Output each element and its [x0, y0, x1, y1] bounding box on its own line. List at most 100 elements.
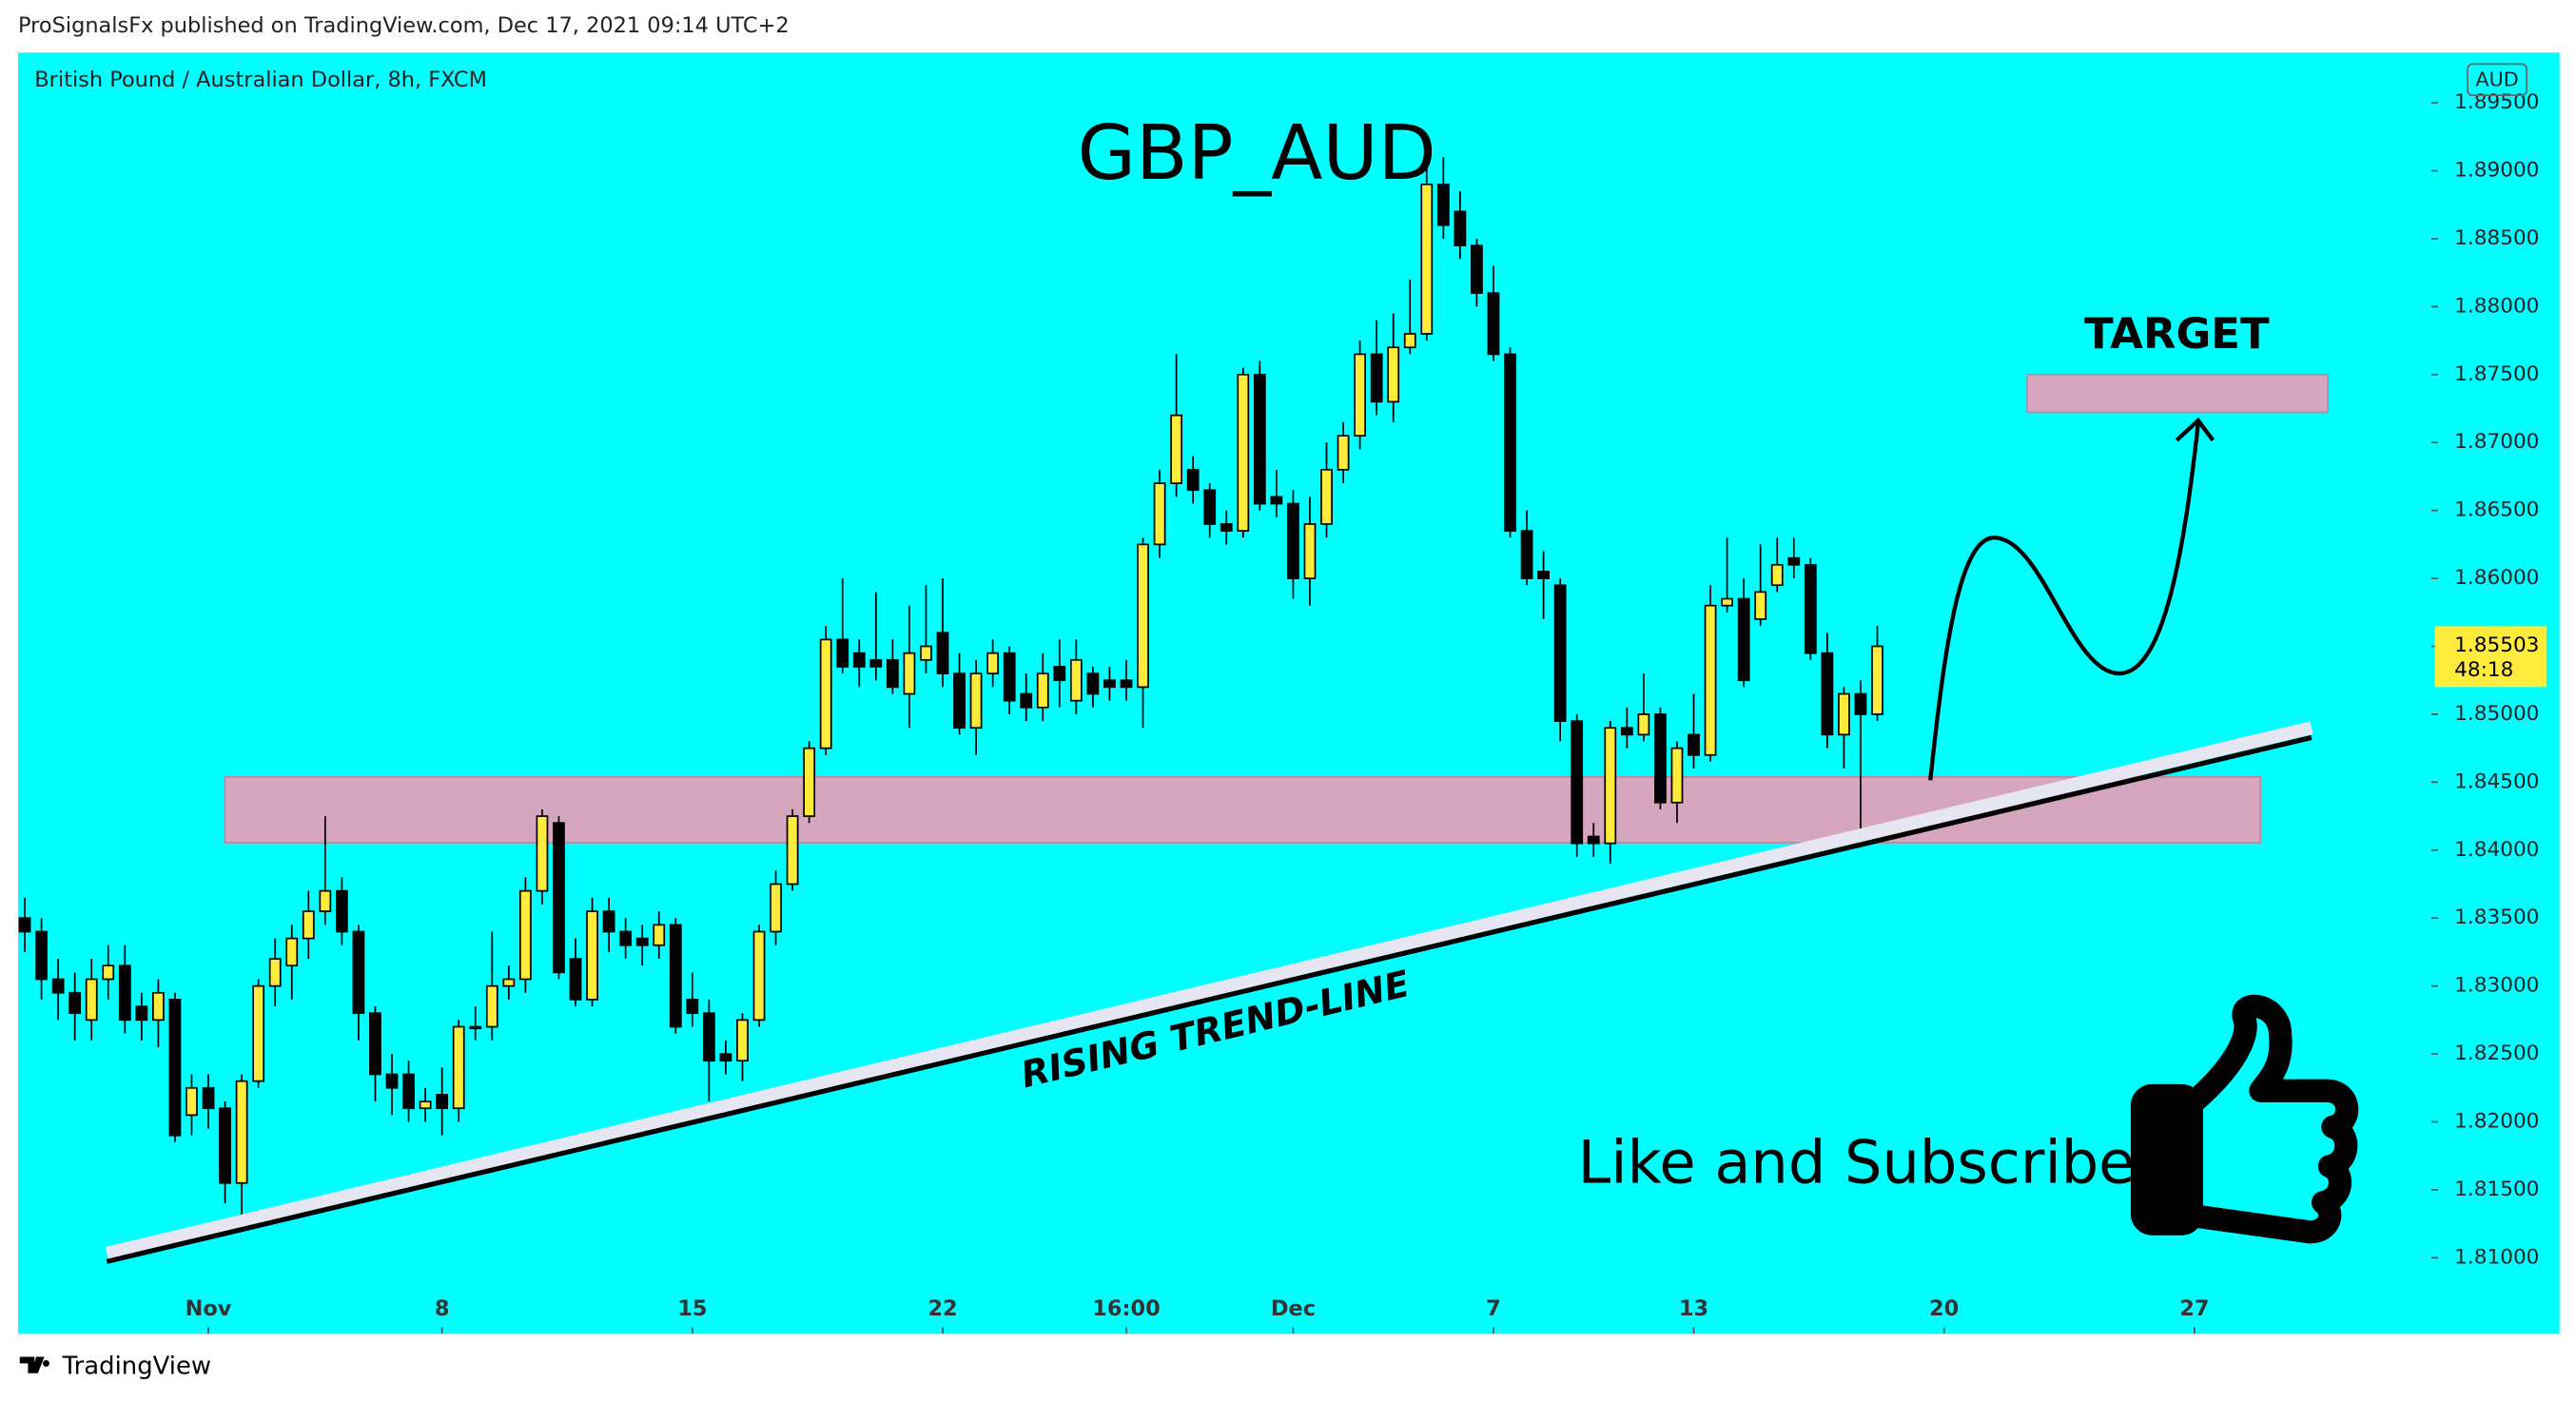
- candle-body: [419, 1100, 432, 1110]
- candle-body: [920, 645, 932, 661]
- candle-body: [1770, 563, 1784, 587]
- candle-body: [1287, 502, 1299, 579]
- x-tick-label: 8: [435, 1296, 450, 1321]
- candle-body: [1838, 692, 1850, 736]
- x-tick-label: 22: [927, 1296, 957, 1321]
- candle-body: [1253, 373, 1266, 505]
- candle-body: [219, 1107, 231, 1184]
- y-tick-label: 1.85000: [2454, 702, 2539, 726]
- candle-body: [1053, 666, 1066, 682]
- y-tick-label: 1.86000: [2454, 566, 2539, 590]
- candle-body: [302, 910, 315, 940]
- candle-body: [1186, 468, 1200, 492]
- chart-title: GBP_AUD: [1078, 108, 1436, 197]
- y-tick-label: 1.83500: [2454, 905, 2539, 929]
- candle-body: [1354, 353, 1367, 437]
- candle-body: [986, 652, 1000, 674]
- candle-body: [285, 937, 299, 967]
- y-tick-label: 1.88500: [2454, 226, 2539, 250]
- candle-body: [1203, 489, 1217, 525]
- candle-body: [669, 924, 682, 1028]
- y-tick-label: 1.84000: [2454, 838, 2539, 862]
- currency-badge: [2467, 63, 2528, 97]
- candle-body: [1337, 435, 1350, 471]
- candle-body: [1654, 713, 1667, 804]
- candle-body: [953, 672, 966, 730]
- candle-body: [653, 924, 666, 946]
- candle-body: [1020, 692, 1033, 709]
- y-tick-label: 1.88000: [2454, 294, 2539, 318]
- candle-body: [268, 958, 282, 987]
- candle-body: [1587, 835, 1600, 845]
- candle-body: [469, 1025, 482, 1030]
- last-price-box: [2434, 626, 2547, 688]
- candle-body: [1403, 333, 1416, 349]
- candle-body: [1454, 210, 1467, 246]
- candle-body: [168, 999, 182, 1137]
- candle-body: [1303, 523, 1317, 579]
- candle-body: [569, 958, 582, 1001]
- candle-body: [319, 889, 332, 912]
- y-tick-label: 1.89000: [2454, 159, 2539, 183]
- cta-text: Like and Subscribe: [1578, 1127, 2136, 1197]
- candle-body: [602, 910, 615, 933]
- publisher-line: ProSignalsFx published on TradingView.co…: [18, 13, 790, 38]
- x-tick-label: 27: [2179, 1296, 2209, 1321]
- candle-body: [502, 978, 516, 987]
- candle-body: [1237, 373, 1250, 532]
- candle-body: [102, 964, 115, 981]
- candle-body: [969, 672, 983, 730]
- candle-body: [536, 815, 549, 892]
- candle-body: [1153, 482, 1166, 546]
- candle-body: [803, 747, 816, 817]
- candle-body: [1103, 679, 1116, 689]
- candle-body: [1436, 183, 1450, 226]
- candle-body: [1137, 543, 1149, 689]
- candle-body: [1170, 414, 1183, 484]
- candle-body: [1220, 523, 1233, 532]
- projection-arrow: [1928, 423, 2200, 781]
- y-tick-label: 1.87500: [2454, 362, 2539, 386]
- candle-body: [1086, 672, 1100, 695]
- candle-body: [152, 991, 165, 1022]
- y-tick-label: 1.84500: [2454, 769, 2539, 793]
- trend-line-highlight: [105, 721, 2313, 1260]
- candle-body: [819, 638, 832, 750]
- footer-brand: TradingView: [62, 1352, 211, 1380]
- x-tick-label: Nov: [185, 1296, 232, 1321]
- candle-body: [886, 658, 899, 689]
- candle-body: [1520, 530, 1533, 579]
- candle-body: [836, 638, 849, 668]
- candle-body: [786, 815, 799, 886]
- candle-body: [402, 1073, 415, 1110]
- candle-body: [1787, 556, 1801, 566]
- candle-body: [1737, 597, 1750, 682]
- candle-body: [68, 991, 82, 1015]
- candle-body: [252, 984, 265, 1082]
- candle-body: [869, 658, 883, 668]
- candle-body: [1854, 692, 1867, 715]
- candle-body: [1571, 720, 1584, 845]
- candle-body: [118, 964, 131, 1022]
- arrow-head: [2175, 417, 2215, 442]
- y-tick-label: 1.81500: [2454, 1178, 2539, 1201]
- candle-body: [752, 930, 766, 1022]
- candle-body: [202, 1086, 215, 1110]
- x-tick-label: Dec: [1271, 1296, 1316, 1321]
- candle-body: [586, 910, 598, 1001]
- candle-body: [702, 1012, 715, 1062]
- axes: 1.81000 1.81500 1.82000 1.82500 1.83000 1.835…: [185, 90, 2539, 1334]
- candle-body: [736, 1019, 749, 1062]
- candle-body: [619, 930, 633, 946]
- x-tick-label: 13: [1679, 1296, 1708, 1321]
- candle-body: [719, 1053, 732, 1062]
- candle-body: [1069, 658, 1083, 702]
- candles: [18, 157, 1883, 1224]
- candle-body: [485, 984, 498, 1028]
- countdown: 48:18: [2454, 658, 2513, 682]
- candle-body: [336, 889, 348, 933]
- candle-body: [635, 937, 649, 946]
- candle-body: [1270, 496, 1283, 505]
- candle-body: [936, 632, 949, 674]
